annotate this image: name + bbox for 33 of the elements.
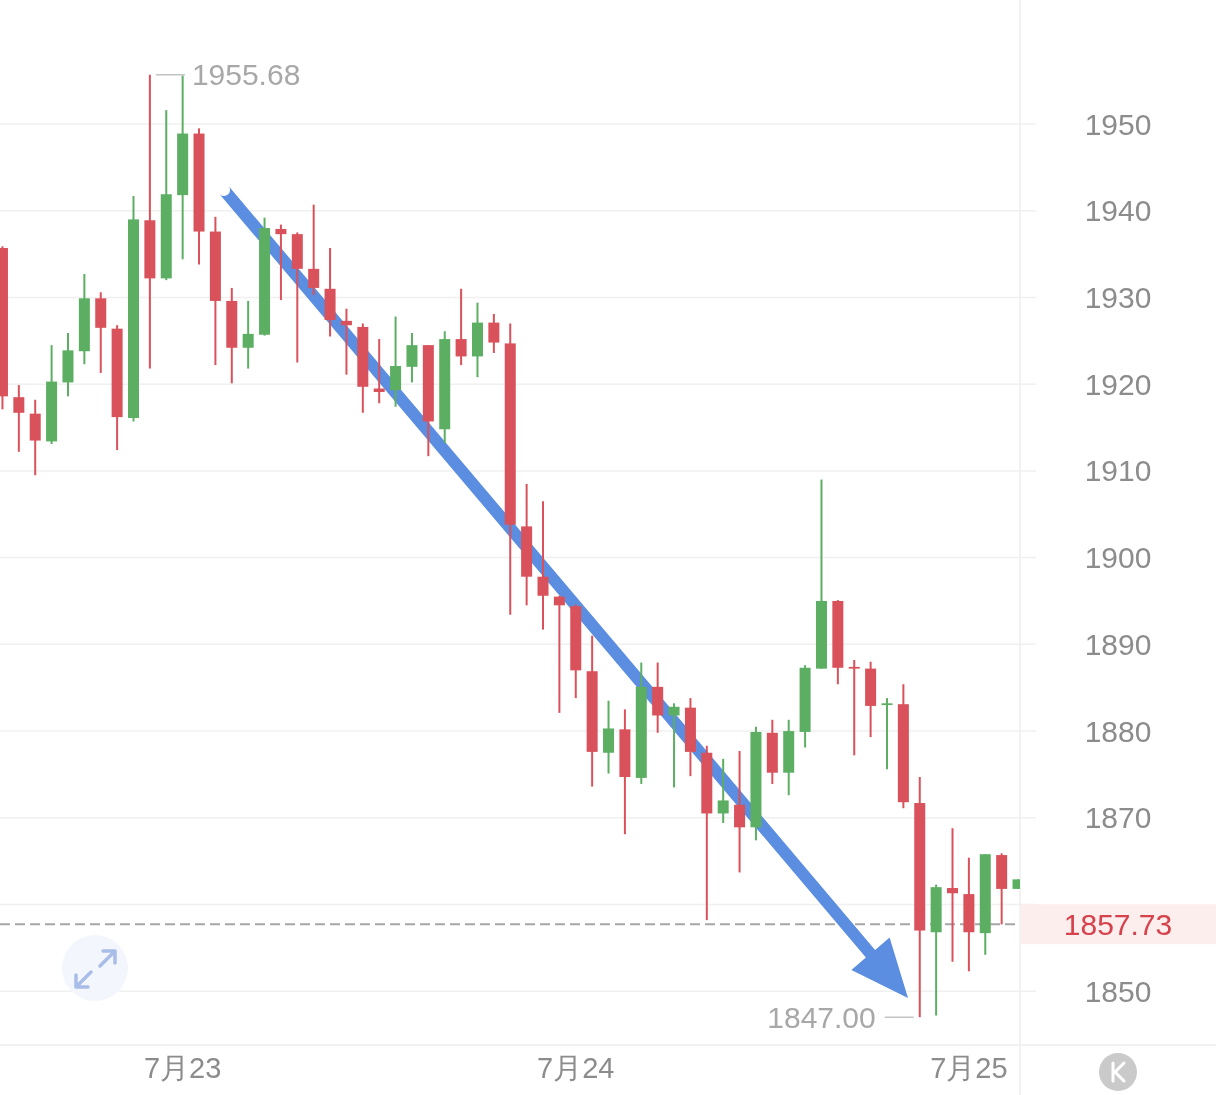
candlestick: [406, 332, 418, 384]
candlestick: [488, 312, 500, 354]
candlestick: [668, 702, 680, 789]
candlestick: [848, 658, 860, 757]
candlestick: [553, 594, 565, 714]
candlestick: [13, 384, 25, 453]
ref-line-label: 1857.73: [1063, 907, 1173, 941]
y-tick-label: 1850: [1084, 974, 1152, 1008]
y-tick-label: 1950: [1084, 107, 1152, 141]
candlestick: [881, 697, 893, 771]
y-tick-label: 1910: [1084, 454, 1152, 488]
annotation: 1847.00: [767, 1000, 876, 1034]
candlestick: [947, 827, 959, 963]
candlestick: [340, 307, 352, 376]
candlestick: [455, 287, 467, 367]
candlestick: [242, 299, 254, 370]
x-tick-label: 7月24: [537, 1052, 615, 1084]
y-tick-label: 1900: [1084, 541, 1152, 575]
y-tick-label: 1890: [1084, 627, 1152, 661]
y-tick-label: 1940: [1084, 194, 1152, 228]
candlestick: [537, 500, 549, 631]
y-tick-label: 1880: [1084, 714, 1152, 748]
x-tick-label: 7月23: [143, 1052, 222, 1084]
y-tick-label: 1870: [1084, 801, 1152, 835]
candlestick: [734, 750, 746, 874]
y-tick-label: 1930: [1084, 280, 1152, 314]
candlestick: [275, 223, 287, 302]
y-tick-label: 1920: [1084, 367, 1152, 401]
annotation: 1955.68: [191, 58, 301, 92]
price-tag: 1857.73: [1021, 904, 1216, 945]
candlestick: [308, 203, 320, 296]
x-tick-label: 7月25: [930, 1052, 1008, 1084]
candlestick: [717, 757, 729, 824]
